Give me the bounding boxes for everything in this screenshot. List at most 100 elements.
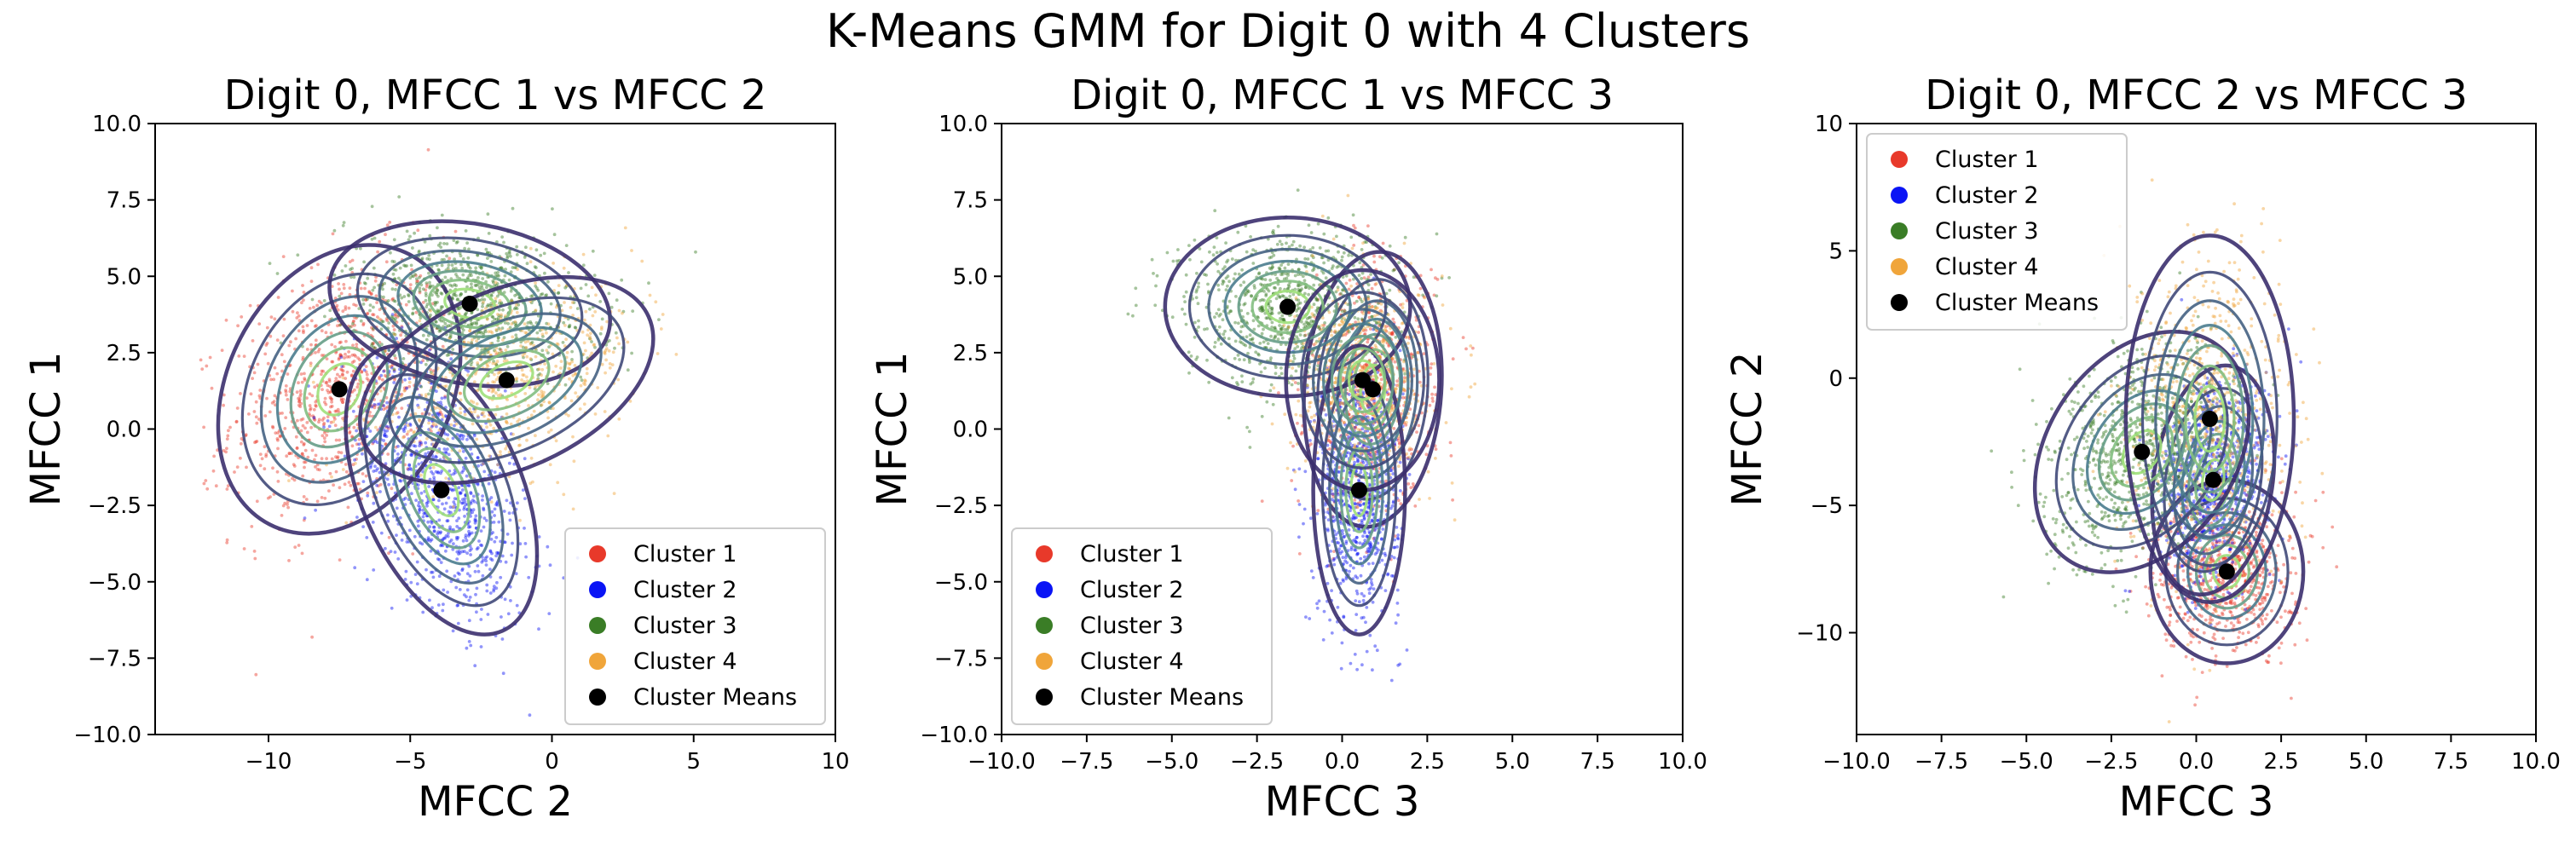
scatter-point xyxy=(1345,331,1349,335)
scatter-point xyxy=(1372,512,1376,516)
scatter-point xyxy=(341,223,345,228)
scatter-point xyxy=(592,343,597,347)
scatter-point xyxy=(314,338,318,343)
scatter-point xyxy=(414,274,418,278)
scatter-point xyxy=(320,329,324,333)
scatter-point xyxy=(451,505,455,510)
scatter-point xyxy=(477,569,481,573)
scatter-point xyxy=(313,458,316,462)
scatter-point xyxy=(1339,666,1343,671)
scatter-point xyxy=(491,361,495,366)
scatter-point xyxy=(1329,550,1332,553)
scatter-point xyxy=(424,452,428,456)
scatter-point xyxy=(502,510,506,513)
scatter-point xyxy=(415,279,419,284)
scatter-point xyxy=(617,417,621,421)
scatter-point xyxy=(471,494,476,498)
scatter-point xyxy=(222,449,226,452)
scatter-point xyxy=(441,608,445,613)
scatter-point xyxy=(482,525,486,529)
scatter-point xyxy=(286,505,290,510)
scatter-point xyxy=(1329,441,1333,445)
scatter-point xyxy=(495,360,500,364)
scatter-point xyxy=(330,404,334,408)
scatter-point xyxy=(588,335,592,338)
scatter-point xyxy=(303,448,308,452)
scatter-point xyxy=(529,342,533,345)
scatter-point xyxy=(289,340,292,344)
scatter-point xyxy=(237,354,241,358)
scatter-point xyxy=(452,504,455,509)
scatter-point xyxy=(252,550,257,553)
scatter-point xyxy=(377,317,381,320)
scatter-point xyxy=(1318,326,1322,331)
scatter-point xyxy=(494,586,499,591)
scatter-point xyxy=(266,496,270,500)
scatter-point xyxy=(369,344,373,348)
scatter-point xyxy=(416,279,419,283)
scatter-point xyxy=(429,460,432,464)
scatter-point xyxy=(609,305,614,309)
scatter-point xyxy=(320,301,323,305)
scatter-point xyxy=(1357,402,1361,406)
scatter-point xyxy=(430,372,434,376)
scatter-point xyxy=(377,484,380,488)
scatter-point xyxy=(411,552,415,556)
scatter-point xyxy=(205,487,210,491)
scatter-point xyxy=(399,394,403,398)
scatter-point xyxy=(496,336,500,340)
scatter-point xyxy=(455,433,459,436)
scatter-point xyxy=(523,256,527,259)
scatter-point xyxy=(490,510,494,514)
scatter-point xyxy=(1354,574,1358,579)
scatter-point xyxy=(454,273,458,276)
scatter-point xyxy=(554,305,558,309)
scatter-point xyxy=(1353,516,1357,520)
scatter-point xyxy=(351,409,355,413)
scatter-point xyxy=(361,321,366,326)
scatter-point xyxy=(295,390,299,395)
scatter-point xyxy=(309,361,313,366)
scatter-point xyxy=(567,271,570,274)
scatter-point xyxy=(568,325,571,329)
scatter-point xyxy=(1348,393,1351,396)
scatter-point xyxy=(297,544,301,547)
scatter-point xyxy=(523,527,526,530)
scatter-point xyxy=(1330,631,1334,635)
scatter-point xyxy=(278,434,282,438)
scatter-point xyxy=(1318,354,1321,359)
scatter-point xyxy=(271,466,274,470)
scatter-point xyxy=(527,404,530,407)
scatter-point xyxy=(473,519,477,522)
scatter-point xyxy=(563,285,568,290)
scatter-point xyxy=(581,352,586,356)
scatter-point xyxy=(297,397,302,401)
scatter-point xyxy=(603,350,607,354)
scatter-point xyxy=(413,231,416,235)
scatter-point xyxy=(501,671,505,676)
scatter-point xyxy=(442,257,446,262)
scatter-point xyxy=(391,400,396,403)
scatter-point xyxy=(417,475,420,480)
scatter-point xyxy=(509,501,512,505)
scatter-point xyxy=(382,439,385,442)
scatter-point xyxy=(469,501,473,505)
scatter-point xyxy=(1346,451,1350,455)
scatter-point xyxy=(511,206,515,210)
scatter-point xyxy=(310,635,314,639)
scatter-point xyxy=(355,516,359,519)
scatter-point xyxy=(454,294,459,297)
scatter-point xyxy=(495,351,500,355)
scatter-point xyxy=(1333,330,1337,334)
scatter-point xyxy=(603,352,607,355)
scatter-point xyxy=(344,352,347,356)
scatter-point xyxy=(448,505,453,509)
scatter-point xyxy=(368,308,372,313)
scatter-point xyxy=(349,268,352,271)
scatter-point xyxy=(344,308,348,311)
scatter-point xyxy=(433,406,437,411)
scatter-point xyxy=(413,412,418,416)
scatter-point xyxy=(341,400,345,404)
scatter-point xyxy=(468,407,471,411)
scatter-point xyxy=(435,389,438,394)
